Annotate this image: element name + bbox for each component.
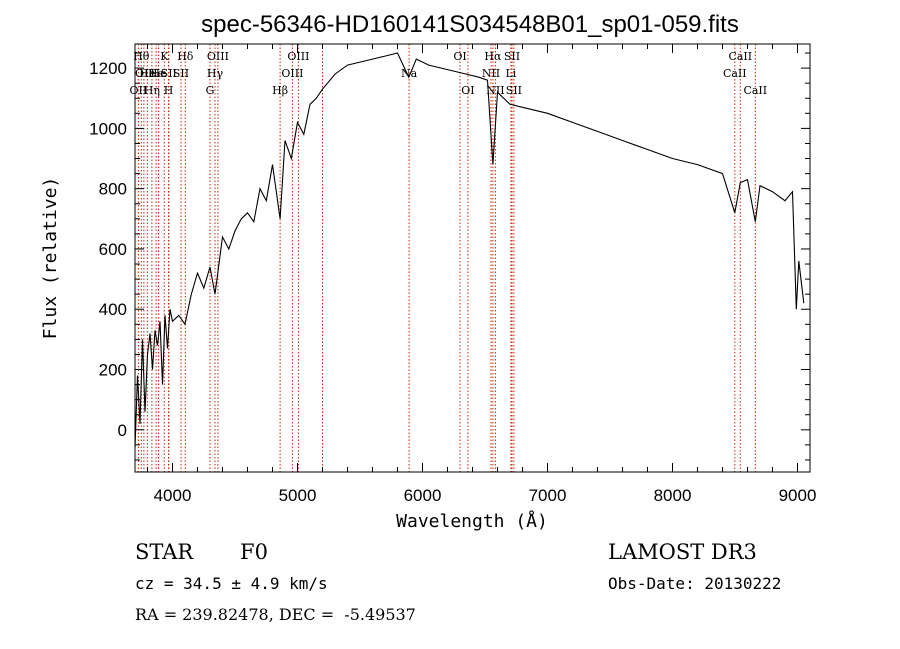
y-tick-label: 1000	[89, 119, 127, 138]
observation-date: Obs-Date: 20130222	[608, 574, 781, 593]
x-tick-label: 6000	[404, 486, 442, 505]
x-tick-label: 5000	[279, 486, 317, 505]
coordinates: RA = 239.82478, DEC = -5.49537	[135, 605, 416, 624]
line-label-27: SII	[506, 84, 522, 97]
chart-title: spec-56346-HD160141S034548B01_sp01-059.f…	[201, 11, 739, 38]
plot-frame	[134, 43, 811, 473]
x-tick-label: 4000	[154, 486, 192, 505]
line-labels: OIIHθOIIHeHηHeHeKHSIISIIHδGHγOIIIHβOIIIO…	[130, 50, 768, 97]
redshift-value: cz = 34.5 ± 4.9 km/s	[135, 574, 328, 593]
line-label-24: NII	[486, 84, 504, 97]
line-label-17: OIII	[287, 50, 309, 63]
line-label-4: Hη	[144, 84, 160, 97]
line-label-14: OIII	[207, 50, 229, 63]
line-label-9: SII	[161, 67, 177, 80]
object-subclass: F0	[240, 540, 268, 564]
line-label-10: SII	[173, 67, 189, 80]
line-label-11: Hδ	[177, 50, 194, 63]
line-label-23: Hα	[484, 50, 502, 63]
line-label-19: Na	[401, 67, 418, 80]
line-label-20: OI	[453, 50, 466, 63]
line-markers	[137, 44, 756, 472]
y-tick-label: 200	[99, 361, 127, 380]
line-label-28: CaII	[723, 67, 747, 80]
line-label-3: He	[139, 67, 155, 80]
spectrum-series-line	[134, 52, 805, 448]
x-tick-label: 8000	[654, 486, 692, 505]
y-tick-label: 400	[99, 300, 127, 319]
y-axis: 0 200 400 600 800 1000 1200	[89, 52, 810, 461]
x-axis-label: Wavelength (Å)	[396, 510, 548, 532]
line-label-21: OI	[461, 84, 474, 97]
line-label-2: OII	[135, 67, 153, 80]
y-tick-label: 600	[99, 240, 127, 259]
x-tick-label: 7000	[529, 486, 567, 505]
line-label-12: G	[206, 84, 215, 97]
y-axis-label: Flux (relative)	[40, 177, 61, 340]
line-label-26: SII	[504, 50, 520, 63]
line-label-5: He	[148, 67, 164, 80]
line-label-0: OII	[130, 84, 148, 97]
y-tick-label: 0	[118, 421, 127, 440]
y-tick-label: 1200	[89, 59, 127, 78]
line-label-13: Hγ	[207, 67, 224, 80]
line-label-8: H	[164, 84, 174, 97]
line-label-30: CaII	[743, 84, 767, 97]
line-label-7: K	[160, 50, 169, 63]
line-label-29: CaII	[728, 50, 752, 63]
object-class: STAR	[135, 540, 194, 564]
line-label-22: NII	[482, 67, 500, 80]
line-label-15: Hβ	[272, 84, 288, 97]
survey-name: LAMOST DR3	[608, 540, 757, 564]
line-label-16: OIII	[281, 67, 303, 80]
y-tick-label: 800	[99, 180, 127, 199]
line-label-1: Hθ	[133, 50, 150, 63]
line-label-6: He	[151, 67, 167, 80]
line-label-25: Li	[505, 67, 516, 80]
x-tick-label: 9000	[779, 486, 817, 505]
x-axis: 4000 5000 6000 7000 8000 9000	[147, 44, 817, 505]
